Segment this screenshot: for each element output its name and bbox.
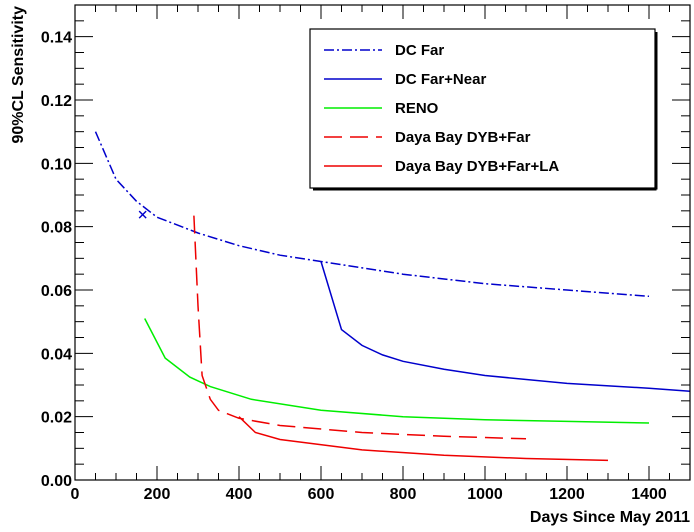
marker-stroke — [138, 210, 147, 219]
y-tick-label: 0.00 — [41, 473, 72, 490]
x-tick-label: 800 — [390, 486, 417, 503]
legend-label-1: DC Far — [395, 42, 444, 59]
legend-label-5: Daya Bay DYB+Far+LA — [395, 158, 559, 175]
axes-layer: 0 200 400 600 800 1000 1200 1400 0.00 0.02 0.04 0.0… — [41, 4, 691, 503]
plot-layer — [94, 131, 691, 462]
x-tick-label: 600 — [308, 486, 335, 503]
legend-label-4: Daya Bay DYB+Far — [395, 129, 531, 146]
x-tick-label: 400 — [226, 486, 253, 503]
x-tick-label: 0 — [71, 486, 80, 503]
x-tick-label: 200 — [144, 486, 171, 503]
y-tick-label: 0.08 — [41, 220, 72, 237]
x-axis-title: Days Since May 2011 — [530, 509, 690, 526]
legend-label-2: DC Far+Near — [395, 71, 486, 88]
y-axis-title: 90%CL Sensitivity — [10, 6, 27, 144]
marker-1 — [138, 210, 147, 219]
legend-label-3: RENO — [395, 100, 439, 117]
x-tick-label: 1400 — [631, 486, 667, 503]
series-line-2 — [320, 261, 691, 393]
y-tick-label: 0.10 — [41, 156, 72, 173]
y-tick-label: 0.06 — [41, 283, 72, 300]
series-line-1 — [94, 131, 650, 298]
x-tick-label: 1200 — [549, 486, 585, 503]
x-tick-label: 1000 — [467, 486, 503, 503]
series-line-4 — [193, 215, 527, 440]
y-tick-label: 0.02 — [41, 410, 72, 427]
y-tick-label: 0.04 — [41, 346, 72, 363]
y-tick-label: 0.14 — [41, 30, 72, 47]
legend: DC Far DC Far+Near RENO Daya Bay DYB+Far Day… — [309, 28, 658, 191]
series-line-3 — [144, 318, 650, 424]
y-tick-label: 0.12 — [41, 93, 72, 110]
series-line-5 — [238, 416, 609, 462]
